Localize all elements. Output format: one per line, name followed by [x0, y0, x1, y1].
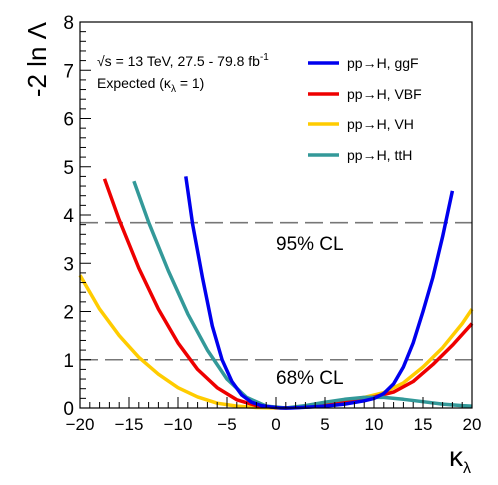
expected-text: Expected (κ	[97, 75, 172, 91]
y-axis-label: -2 ln Λ	[22, 21, 52, 97]
y-tick-label: 8	[63, 13, 74, 34]
energy-text: √s = 13 TeV, 27.5 - 79.8 fb	[97, 53, 260, 69]
cl68-label: 68% CL	[276, 368, 344, 389]
x-tick-label: 10	[365, 415, 384, 434]
expected-subscript: λ	[171, 84, 176, 95]
y-tick-label: 0	[63, 399, 74, 420]
x-tick-label: 15	[414, 415, 433, 434]
x-tick-label: −10	[164, 415, 193, 434]
energy-annotation: √s = 13 TeV, 27.5 - 79.8 fb-1	[97, 52, 269, 69]
y-tick-label: 3	[63, 254, 74, 275]
y-tick-label: 6	[63, 110, 74, 131]
legend-label-tth: pp→H, ttH	[347, 147, 412, 163]
x-axis-label: κλ	[449, 441, 471, 477]
y-tick-label: 2	[63, 303, 74, 324]
x-tick-label: −15	[115, 415, 144, 434]
x-tick-label: −20	[66, 415, 95, 434]
legend-label-ggf: pp→H, ggF	[347, 55, 419, 71]
x-tick-label: 20	[463, 415, 482, 434]
x-axis-label-main: κ	[449, 441, 464, 472]
legend-label-vh: pp→H, VH	[347, 116, 414, 132]
x-axis-label-sub: λ	[463, 460, 471, 477]
y-tick-label: 5	[63, 158, 74, 179]
y-tick-label: 7	[63, 61, 74, 82]
legend: pp→H, ggF pp→H, VBF pp→H, VH pp→H, ttH	[308, 55, 422, 163]
x-tick-label: 5	[320, 415, 329, 434]
x-tick-label: 0	[271, 415, 280, 434]
y-tick-label: 1	[63, 351, 74, 372]
x-tick-label: −5	[217, 415, 236, 434]
energy-superscript: -1	[260, 52, 269, 63]
legend-label-vbf: pp→H, VBF	[347, 86, 422, 102]
expected-annotation: Expected (κλ = 1)	[97, 75, 204, 95]
y-tick-label: 4	[63, 206, 74, 227]
cl95-label: 95% CL	[276, 234, 344, 255]
expected-suffix: = 1)	[176, 75, 204, 91]
